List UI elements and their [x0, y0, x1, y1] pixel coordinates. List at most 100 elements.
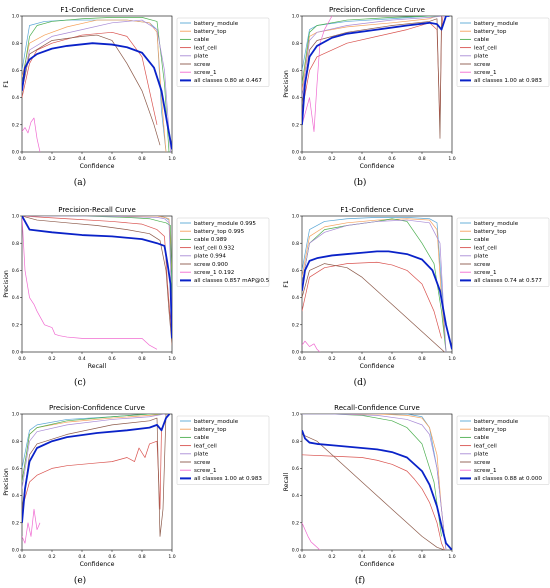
chart-title: F1-Confidence Curve	[340, 206, 413, 214]
y-tick-label: 0.6	[292, 68, 299, 74]
legend-label: plate	[194, 54, 209, 60]
legend-label: battery_top	[474, 29, 507, 35]
series-line-battery-module	[302, 414, 447, 550]
x-tick-label: 0.4	[358, 554, 365, 560]
legend-label: screw_1	[194, 70, 217, 76]
series-line-all-classes	[22, 42, 172, 150]
x-tick-label: 0.6	[108, 554, 115, 560]
legend-label: leaf_cell	[194, 443, 217, 449]
chart-title: Recall-Confidence Curve	[334, 404, 420, 412]
legend-label: leaf_cell	[474, 245, 497, 251]
panel-caption: (b)	[353, 178, 367, 188]
x-axis-label: Confidence	[360, 363, 395, 370]
y-tick-label: 0.2	[292, 122, 299, 128]
series-line-plate	[22, 216, 172, 312]
legend	[456, 17, 550, 87]
y-tick-label: 0.6	[12, 268, 19, 274]
series-line-cable	[302, 218, 447, 352]
legend-label: leaf_cell	[194, 45, 217, 51]
y-tick-label: 0.0	[292, 150, 299, 156]
chart-title: Precision-Confidence Curve	[329, 6, 425, 14]
series-line-plate	[22, 414, 165, 489]
legend-label: screw	[474, 262, 491, 268]
legend-label: screw_1	[474, 270, 497, 276]
plot-area	[21, 413, 173, 551]
series-line-screw	[22, 216, 172, 346]
series-line-all-classes	[302, 430, 452, 550]
x-tick-label: 0.8	[418, 156, 425, 162]
y-tick-label: 0.2	[12, 520, 19, 526]
chart-panel-c: Precision-Recall Curve 0.0 0.2 0.4 0.6 0.8 1.0…	[0, 200, 270, 390]
y-tick-label: 0.8	[292, 439, 299, 445]
chart-panel-e: Precision-Confidence Curve 0.0 0.2 0.4 0.6 0.…	[0, 398, 270, 588]
y-tick-label: 0.4	[292, 493, 299, 499]
series-line-screw-1	[302, 340, 321, 352]
legend-label: plate	[474, 54, 489, 60]
series-line-leaf-cell	[302, 454, 445, 550]
chart-panel-b: Precision-Confidence Curve 0.0 0.2 0.4 0.6 0.…	[280, 0, 550, 190]
legend	[456, 217, 550, 287]
legend-label: cable	[194, 37, 210, 43]
y-tick-label: 0.4	[12, 493, 19, 499]
y-tick-label: 0.0	[12, 350, 19, 356]
y-tick-label: 0.8	[292, 241, 299, 247]
y-tick-label: 0.8	[12, 41, 19, 47]
legend-label: battery_module	[474, 419, 519, 425]
series-line-battery-module	[22, 19, 167, 152]
x-tick-label: 0.2	[48, 554, 55, 560]
legend-label: screw 0.900	[194, 262, 228, 268]
panel-caption: (a)	[73, 178, 87, 188]
x-tick-label: 0.2	[48, 356, 55, 362]
legend-label: screw	[474, 460, 491, 466]
y-tick-label: 0.4	[292, 95, 299, 101]
x-tick-label: 0.8	[418, 554, 425, 560]
y-tick-label: 0.4	[12, 95, 19, 101]
series-line-screw-1	[302, 16, 333, 132]
y-tick-label: 0.6	[292, 466, 299, 472]
x-tick-label: 0.4	[78, 156, 85, 162]
x-axis-label: Confidence	[360, 163, 395, 170]
series-line-battery-top	[302, 414, 447, 550]
series-line-cable	[22, 17, 170, 152]
x-tick-label: 0.4	[358, 356, 365, 362]
series-line-screw	[22, 34, 161, 146]
chart-svg-a: F1-Confidence Curve 0.0 0.2 0.4 0.6 0.8 1.0 0.0…	[3, 6, 270, 170]
series-line-plate	[22, 19, 171, 152]
y-tick-label: 0.4	[12, 295, 19, 301]
legend-label: leaf_cell	[474, 45, 497, 51]
legend-label: screw_1 0.192	[194, 270, 234, 276]
legend-label: battery_top	[194, 29, 227, 35]
y-tick-label: 0.6	[12, 466, 19, 472]
y-axis-label: Precision	[3, 468, 10, 496]
series-line-leaf-cell	[22, 427, 162, 510]
series-line-screw-1	[22, 117, 41, 152]
x-tick-label: 0.0	[298, 156, 305, 162]
legend-label: all classes 0.857 mAP@0.5	[194, 278, 270, 284]
x-tick-label: 0.6	[388, 554, 395, 560]
x-axis-label: Confidence	[80, 561, 115, 568]
series-line-leaf-cell	[302, 261, 442, 339]
series-line-battery-top	[22, 216, 172, 271]
legend-label: battery_module	[474, 21, 519, 27]
plot-area	[21, 15, 173, 153]
y-axis-label: Precision	[283, 70, 290, 98]
legend-label: battery_module	[194, 419, 239, 425]
x-tick-label: 1.0	[448, 554, 455, 560]
y-tick-label: 0.0	[292, 548, 299, 554]
y-tick-label: 0.8	[12, 241, 19, 247]
legend-label: screw_1	[194, 468, 217, 474]
series-line-plate	[302, 16, 445, 98]
y-tick-label: 1.0	[12, 412, 19, 418]
series-line-screw-1	[22, 216, 158, 350]
series-line-plate	[302, 414, 447, 550]
chart-svg-f: Recall-Confidence Curve 0.0 0.2 0.4 0.6 0.8 1.…	[283, 404, 550, 568]
legend-label: screw	[474, 62, 491, 68]
x-tick-label: 0.4	[358, 156, 365, 162]
chart-title: Precision-Recall Curve	[58, 206, 136, 214]
x-tick-label: 1.0	[168, 356, 175, 362]
x-tick-label: 0.8	[138, 156, 145, 162]
y-tick-label: 0.2	[292, 520, 299, 526]
legend-label: battery_top 0.995	[194, 229, 245, 235]
legend-label: screw_1	[474, 468, 497, 474]
legend-label: battery_top	[194, 427, 227, 433]
